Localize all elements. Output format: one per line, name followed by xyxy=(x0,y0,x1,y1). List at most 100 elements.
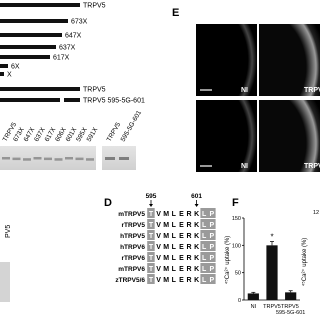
residue-cell xyxy=(170,208,178,218)
residue-cell xyxy=(177,274,186,284)
construct-label: 647X xyxy=(65,33,82,40)
residue: L xyxy=(202,233,207,240)
residue-cell xyxy=(200,230,208,240)
residue-cell xyxy=(192,252,201,262)
bar xyxy=(266,245,278,300)
gel-band xyxy=(12,157,21,161)
y-tick-label: 50 xyxy=(235,271,241,277)
construct-label: 637X xyxy=(59,45,76,52)
residue-cell xyxy=(200,274,208,284)
micrograph xyxy=(259,100,320,172)
residue: V xyxy=(156,222,161,229)
gel-band xyxy=(75,157,84,161)
x-tick-label: TRPV5 xyxy=(263,304,281,310)
blot-edge xyxy=(0,262,10,302)
residue: E xyxy=(179,255,184,262)
residue: P xyxy=(209,244,214,251)
residue: P xyxy=(209,233,214,240)
residue: T xyxy=(149,211,154,218)
residue: E xyxy=(179,233,184,240)
construct-label: X xyxy=(7,72,12,79)
position-label: 595 xyxy=(146,193,157,200)
sequence-name: hTRPV5 xyxy=(120,233,145,240)
residue: T xyxy=(149,244,154,251)
image-label: NI xyxy=(241,163,248,170)
residue: R xyxy=(186,266,191,273)
residue-cell xyxy=(192,219,201,229)
sequence-name: mTRPV6 xyxy=(118,266,145,273)
x-tick-label: NI xyxy=(251,304,257,310)
cut-tick: 12 xyxy=(313,210,319,216)
residue-cell xyxy=(170,230,178,240)
residue-cell xyxy=(170,252,178,262)
residue: P xyxy=(209,211,214,218)
residue: E xyxy=(179,244,184,251)
residue-cell xyxy=(177,208,186,218)
image-label: NI xyxy=(241,87,248,94)
residue-cell xyxy=(192,208,201,218)
residue: R xyxy=(186,277,191,284)
bar xyxy=(285,292,297,300)
gel-band xyxy=(86,158,94,161)
significance-mark: * xyxy=(270,233,273,242)
residue: L xyxy=(172,266,177,273)
residue: E xyxy=(179,222,184,229)
residue-cell xyxy=(177,219,186,229)
label-line: TRPV5 xyxy=(281,304,300,310)
panel-letter: D xyxy=(104,197,112,209)
residue: M xyxy=(163,211,169,218)
residue: L xyxy=(202,244,207,251)
residue-cell xyxy=(185,219,193,229)
mutant-label: TRPV5 595-5G-601 xyxy=(83,98,145,105)
residue: P xyxy=(209,277,214,284)
gel-band xyxy=(119,157,129,160)
gel-band xyxy=(2,157,10,160)
residue-cell xyxy=(192,263,201,273)
residue: L xyxy=(172,233,177,240)
residue: L xyxy=(172,277,177,284)
residue: V xyxy=(156,266,161,273)
x-tick-label: TRPV5 595-5G-601 xyxy=(276,304,305,316)
residue: E xyxy=(179,266,184,273)
residue-cell xyxy=(177,263,186,273)
residue-cell xyxy=(147,252,155,262)
image-label: TRPV5 xyxy=(304,163,320,170)
residue-cell xyxy=(154,230,163,240)
residue-cell xyxy=(177,241,186,251)
image-label: TRPV5 xyxy=(304,87,320,94)
residue: E xyxy=(179,211,184,218)
residue: M xyxy=(163,266,169,273)
residue-cell xyxy=(192,241,201,251)
lane-label: 595-5G-601 xyxy=(120,109,144,143)
residue-cell xyxy=(162,219,170,229)
residue: T xyxy=(149,222,154,229)
residue-cell xyxy=(185,230,193,240)
panel-letter: F xyxy=(232,197,239,209)
residue: K xyxy=(194,233,199,240)
residue: K xyxy=(194,277,199,284)
residue-cell xyxy=(185,263,193,273)
residue: R xyxy=(186,211,191,218)
residue-cell xyxy=(147,230,155,240)
residue-cell xyxy=(170,274,178,284)
gel-band xyxy=(44,157,52,161)
y-tick-label: 150 xyxy=(232,216,241,222)
residue: M xyxy=(163,244,169,251)
residue-cell xyxy=(147,274,155,284)
sequence-name: rTRPV5 xyxy=(122,222,146,229)
residue-cell xyxy=(192,230,201,240)
label-line: 595-5G-601 xyxy=(276,310,305,316)
residue: K xyxy=(194,255,199,262)
residue: P xyxy=(209,222,214,229)
residue-cell xyxy=(200,219,208,229)
gel-band xyxy=(23,158,31,161)
residue-cell xyxy=(208,252,216,262)
residue: L xyxy=(202,277,207,284)
residue-cell xyxy=(147,208,155,218)
residue-cell xyxy=(208,219,216,229)
gel-band xyxy=(65,157,73,160)
residue: L xyxy=(172,211,177,218)
residue-cell xyxy=(185,274,193,284)
